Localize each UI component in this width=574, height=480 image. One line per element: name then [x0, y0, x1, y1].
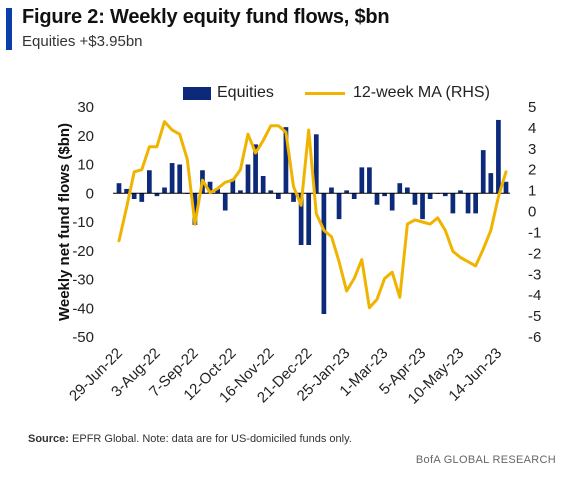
y2-tick-label: 5 — [528, 99, 536, 116]
equities-bar — [465, 193, 471, 214]
equities-bar — [291, 193, 296, 202]
equities-bar — [420, 193, 425, 220]
equities-bar — [215, 188, 220, 194]
legend-swatch-ma — [305, 91, 345, 95]
y2-tick-label: -2 — [528, 245, 541, 262]
y-tick-label: -10 — [72, 214, 94, 231]
equities-bar — [374, 193, 380, 205]
y-tick-label: -20 — [72, 243, 94, 260]
equities-bar — [458, 190, 463, 194]
equities-bar — [192, 193, 198, 225]
figure-subtitle: Equities +$3.95bn — [22, 33, 143, 50]
equities-bar — [488, 173, 494, 194]
y-tick-label: -30 — [72, 272, 94, 289]
equities-bar — [169, 163, 175, 194]
equities-bar — [230, 178, 236, 194]
equities-bar — [389, 193, 395, 211]
equities-bar — [222, 193, 228, 211]
equities-bar — [344, 190, 349, 194]
equities-bar — [238, 190, 243, 194]
equities-bar — [260, 176, 266, 194]
y-tick-label: 10 — [77, 157, 94, 174]
y2-tick-label: 4 — [528, 120, 536, 137]
y-tick-label: 20 — [77, 128, 94, 145]
equities-bar — [154, 193, 160, 197]
equities-bar — [473, 193, 478, 214]
equities-bar — [450, 193, 456, 214]
y-tick-label: 0 — [86, 185, 94, 202]
equities-bar — [306, 193, 312, 245]
equities-bar — [116, 183, 122, 194]
source-text: EPFR Global. Note: data are for US-domic… — [72, 433, 352, 445]
legend-item-equities: Equities — [183, 84, 274, 102]
equities-bar — [412, 193, 418, 205]
equities-bar — [313, 134, 319, 194]
y2-tick-label: -1 — [528, 224, 541, 241]
y-tick-label: 30 — [77, 99, 94, 116]
equities-bar — [397, 183, 403, 194]
equities-bar — [147, 170, 152, 194]
y-tick-label: -50 — [72, 329, 94, 346]
brand-label: BofA GLOBAL RESEARCH — [415, 454, 556, 466]
legend-item-ma: 12-week MA (RHS) — [305, 84, 490, 102]
equities-bar — [480, 150, 486, 194]
y2-tick-label: -3 — [528, 266, 541, 283]
equities-bar — [276, 193, 281, 199]
y2-tick-label: 2 — [528, 162, 536, 179]
equities-bar — [496, 119, 501, 194]
legend-label-equities: Equities — [217, 84, 274, 101]
equities-bar — [329, 187, 334, 194]
equities-bar — [351, 193, 357, 199]
source-note: Source: EPFR Global. Note: data are for … — [28, 433, 352, 445]
equities-bar — [139, 193, 145, 202]
equities-bar — [298, 193, 304, 245]
y-axis-label: Weekly net fund flows ($bn) — [56, 123, 73, 321]
equities-bar — [162, 187, 167, 194]
equities-bar — [245, 164, 251, 194]
y2-tick-label: 0 — [528, 204, 536, 221]
legend-label-ma: 12-week MA (RHS) — [353, 84, 490, 101]
equities-bar — [268, 190, 274, 194]
equities-bar — [503, 181, 509, 194]
equities-bar — [367, 167, 372, 194]
equities-bar — [442, 193, 448, 197]
y2-tick-label: 3 — [528, 141, 536, 158]
y2-tick-label: -6 — [528, 329, 541, 346]
equities-bar — [283, 127, 289, 194]
equities-bar — [124, 188, 129, 194]
y2-tick-label: -5 — [528, 308, 541, 325]
figure-title: Figure 2: Weekly equity fund flows, $bn — [22, 6, 390, 28]
y2-tick-label: -4 — [528, 287, 541, 304]
source-label: Source: — [28, 433, 69, 445]
y2-tick-label: 1 — [528, 183, 536, 200]
equities-bar — [321, 193, 327, 314]
legend-swatch-equities — [183, 86, 211, 100]
equities-bar — [177, 164, 183, 194]
equities-bar — [131, 193, 137, 199]
equities-bar — [359, 167, 365, 194]
equities-bar — [382, 193, 387, 197]
equities-bar — [253, 144, 258, 194]
ma-line — [117, 120, 508, 310]
y-tick-label: -40 — [72, 300, 94, 317]
accent-bar — [6, 8, 12, 50]
equities-bar — [207, 181, 213, 194]
equities-bar — [405, 187, 410, 194]
equities-bar — [427, 193, 433, 199]
equities-bar — [336, 193, 342, 220]
